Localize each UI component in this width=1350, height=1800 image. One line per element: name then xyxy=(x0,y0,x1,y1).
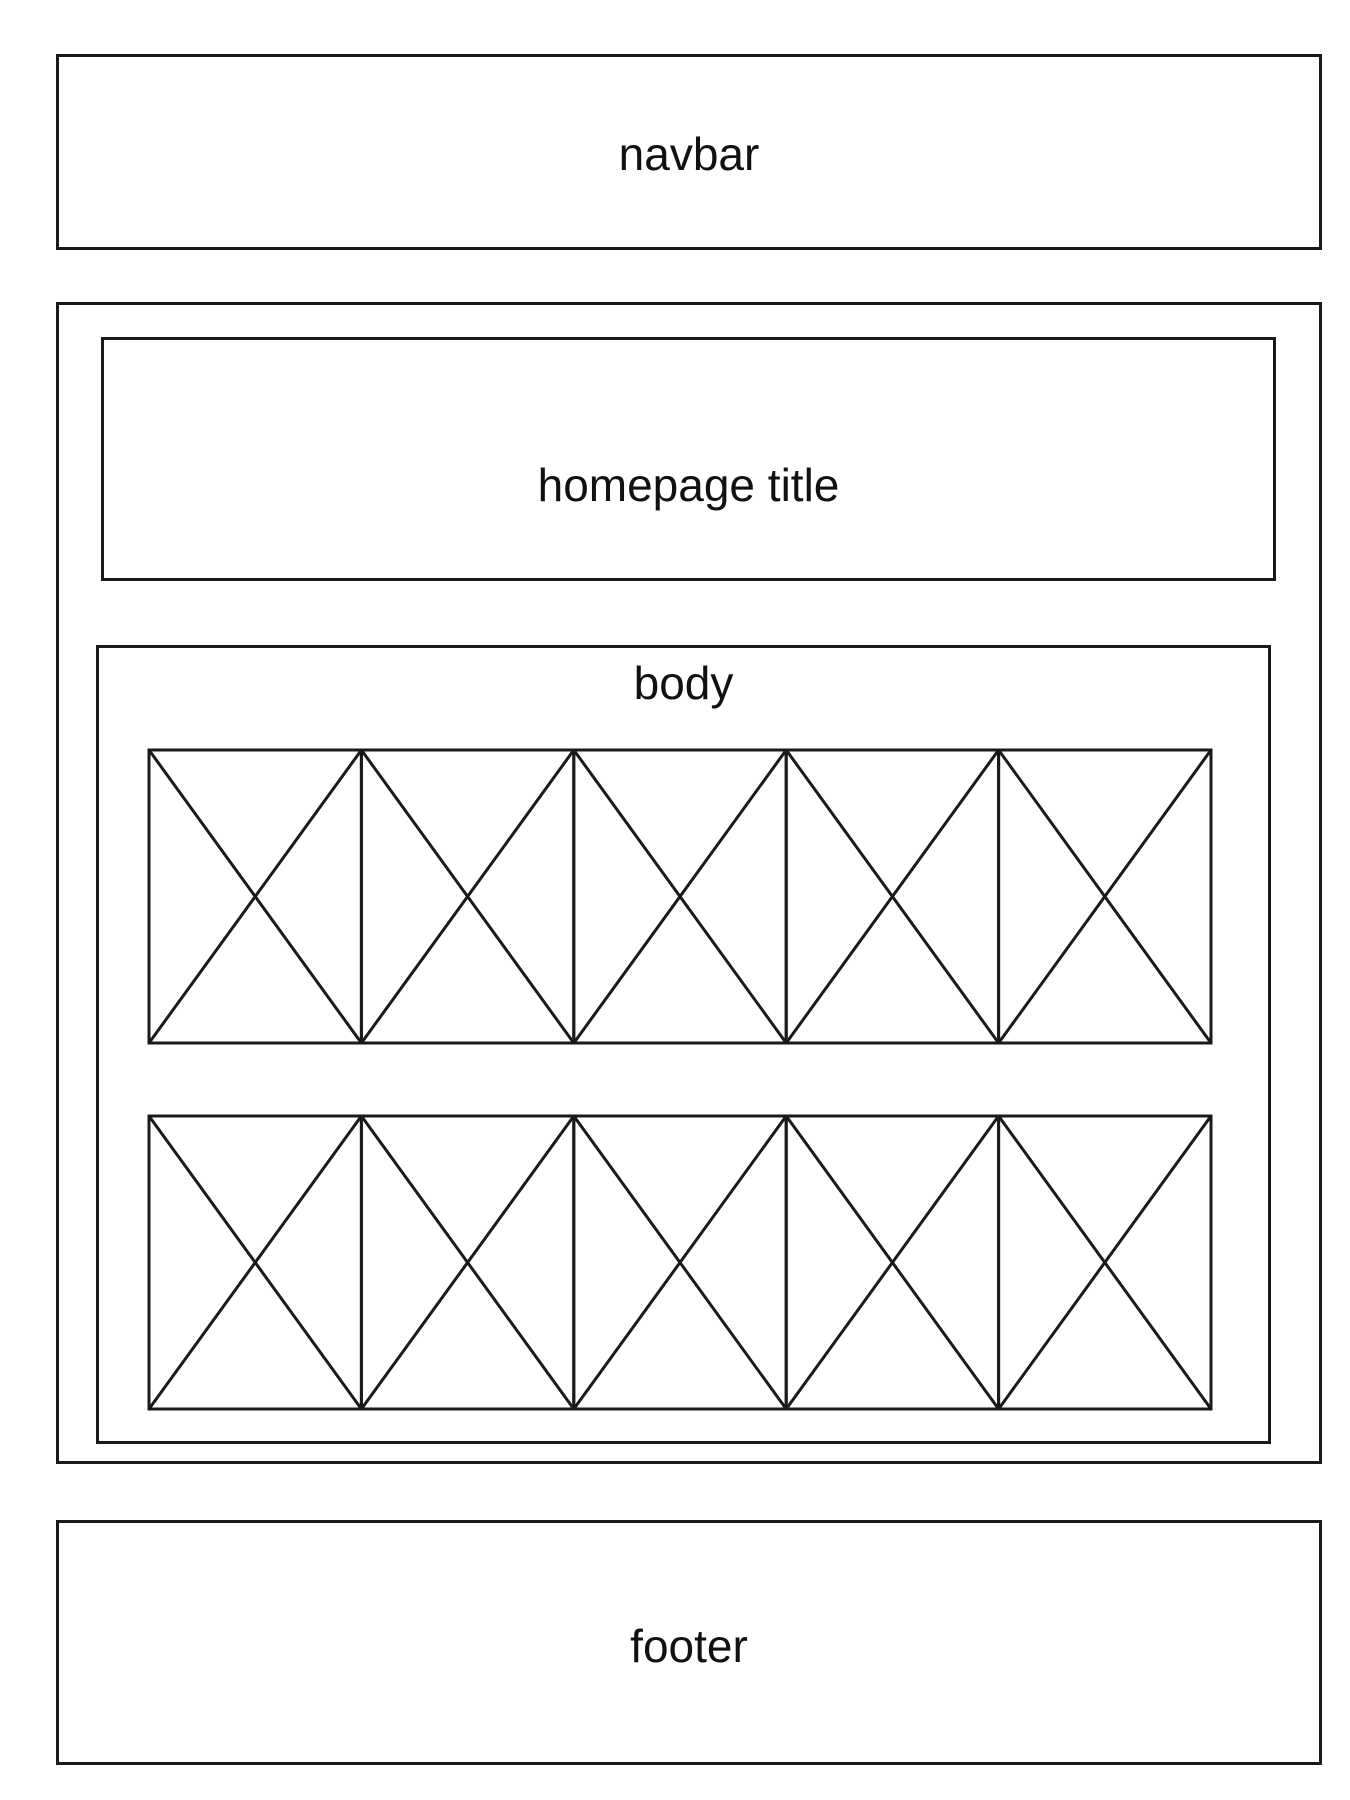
image-placeholder-icon xyxy=(147,748,363,1045)
homepage-title-section: homepage title xyxy=(101,337,1276,581)
image-placeholder-icon xyxy=(572,748,788,1045)
image-placeholder-icon xyxy=(997,748,1213,1045)
navbar: navbar xyxy=(56,54,1322,250)
footer-label: footer xyxy=(630,1620,748,1672)
body-label: body xyxy=(633,657,734,709)
image-placeholder-icon xyxy=(997,1114,1213,1411)
image-row xyxy=(147,1114,1213,1411)
image-placeholder-icon xyxy=(359,748,576,1045)
navbar-label: navbar xyxy=(618,128,760,180)
homepage-title-label: homepage title xyxy=(537,459,840,511)
image-row xyxy=(147,748,1213,1045)
image-placeholder-icon xyxy=(572,1114,788,1411)
image-placeholder-icon xyxy=(147,1114,363,1411)
image-placeholder-icon xyxy=(784,748,1001,1045)
footer: footer xyxy=(56,1520,1322,1765)
image-placeholder-icon xyxy=(784,1114,1001,1411)
image-placeholder-icon xyxy=(359,1114,576,1411)
